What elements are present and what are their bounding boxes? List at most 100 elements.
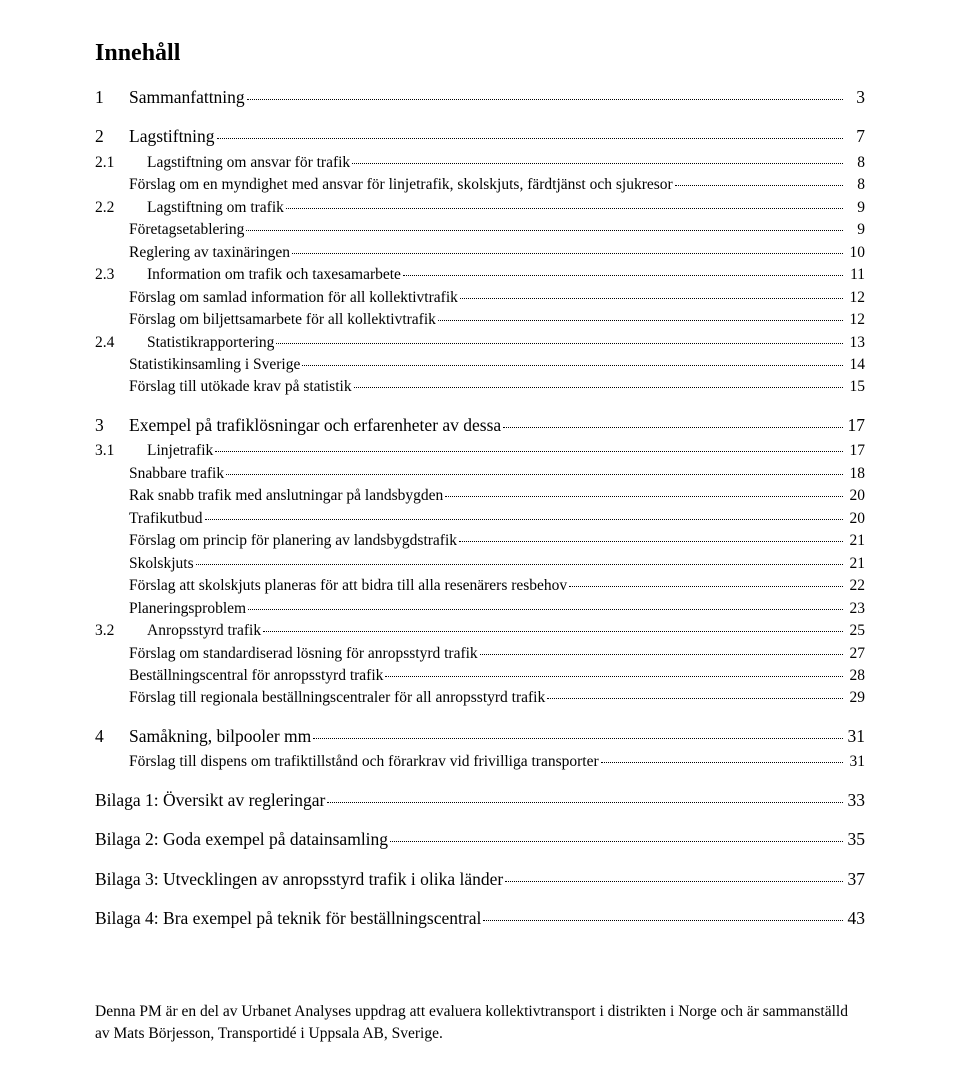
toc-entry-page: 15	[845, 376, 865, 398]
toc-leader	[483, 904, 843, 921]
toc-entry-label: Förslag till utökade krav på statistik	[129, 376, 352, 398]
toc-leader	[503, 411, 843, 428]
toc-entry-page: 20	[845, 508, 865, 530]
toc-leader	[327, 786, 843, 803]
toc-entry-number: 4	[95, 724, 129, 749]
toc-entry-label: Företagsetablering	[129, 219, 244, 241]
toc-list: 1Sammanfattning 3 2Lagstiftning 7 2.1Lagstif…	[95, 85, 865, 931]
toc-entry: Förslag till regionala beställningscentr…	[95, 687, 865, 709]
toc-entry: Förslag till dispens om trafiktillstånd …	[95, 751, 865, 773]
toc-leader	[569, 572, 843, 587]
toc-entry-page: 11	[845, 264, 865, 286]
toc-entry-page: 25	[845, 620, 865, 642]
toc-entry-label: Bilaga 2: Goda exempel på datainsamling	[95, 827, 388, 852]
toc-entry-page: 8	[845, 152, 865, 174]
footnote-text: Denna PM är en del av Urbanet Analyses u…	[95, 1001, 865, 1044]
toc-leader	[459, 527, 843, 542]
toc-entry-label: Förslag om samlad information för all ko…	[129, 287, 458, 309]
toc-entry-page: 13	[845, 332, 865, 354]
toc-entry: Bilaga 4: Bra exempel på teknik för best…	[95, 906, 865, 931]
toc-entry-label: Sammanfattning	[129, 85, 245, 110]
toc-entry-label: Bilaga 3: Utvecklingen av anropsstyrd tr…	[95, 867, 503, 892]
toc-leader	[215, 437, 843, 452]
toc-leader	[196, 550, 843, 565]
toc-entry-label: Trafikutbud	[129, 508, 203, 530]
toc-title: Innehåll	[95, 40, 865, 67]
toc-entry-label: Samåkning, bilpooler mm	[129, 724, 311, 749]
toc-entry-page: 21	[845, 553, 865, 575]
toc-entry-page: 37	[845, 867, 865, 892]
toc-leader	[438, 306, 843, 321]
toc-entry: 1Sammanfattning 3	[95, 85, 865, 110]
toc-entry-page: 17	[845, 413, 865, 438]
toc-entry-page: 8	[845, 174, 865, 196]
toc-leader	[217, 123, 843, 140]
toc-leader	[547, 685, 843, 700]
toc-entry: 4Samåkning, bilpooler mm 31	[95, 724, 865, 749]
toc-leader	[445, 482, 843, 497]
toc-leader	[390, 825, 843, 842]
toc-entry-page: 7	[845, 124, 865, 149]
toc-leader	[226, 460, 843, 475]
toc-entry-label: Förslag till regionala beställningscentr…	[129, 687, 545, 709]
toc-entry-label: Statistikrapportering	[147, 332, 274, 354]
toc-entry-label: Linjetrafik	[147, 440, 213, 462]
toc-leader	[313, 722, 843, 739]
toc-entry-page: 29	[845, 687, 865, 709]
toc-entry-page: 22	[845, 575, 865, 597]
toc-entry-page: 28	[845, 665, 865, 687]
toc-entry-label: Lagstiftning om ansvar för trafik	[147, 152, 350, 174]
toc-entry-label: Beställningscentral för anropsstyrd traf…	[129, 665, 383, 687]
toc-entry: Förslag till utökade krav på statistik 15	[95, 376, 865, 398]
toc-leader	[601, 748, 843, 763]
toc-leader	[385, 662, 843, 677]
toc-leader	[292, 239, 843, 254]
toc-leader	[276, 329, 843, 344]
toc-entry-label: Anropsstyrd trafik	[147, 620, 261, 642]
toc-entry-label: Bilaga 1: Översikt av regleringar	[95, 788, 325, 813]
toc-leader	[352, 149, 843, 164]
toc-entry-page: 31	[845, 724, 865, 749]
toc-entry-number: 2.3	[95, 264, 147, 286]
toc-entry-label: Planeringsproblem	[129, 598, 246, 620]
toc-entry-page: 18	[845, 463, 865, 485]
toc-entry-page: 9	[845, 197, 865, 219]
toc-entry-page: 14	[845, 354, 865, 376]
toc-entry-number: 2	[95, 124, 129, 149]
toc-entry-label: Bilaga 4: Bra exempel på teknik för best…	[95, 906, 481, 931]
toc-entry: Bilaga 2: Goda exempel på datainsamling 3…	[95, 827, 865, 852]
toc-entry: 3Exempel på trafiklösningar och erfarenh…	[95, 413, 865, 438]
toc-entry-page: 20	[845, 485, 865, 507]
toc-leader	[403, 261, 843, 276]
toc-entry-page: 9	[845, 219, 865, 241]
toc-entry-label: Lagstiftning	[129, 124, 215, 149]
toc-entry: Bilaga 1: Översikt av regleringar 33	[95, 788, 865, 813]
toc-leader	[248, 595, 843, 610]
toc-entry: Bilaga 3: Utvecklingen av anropsstyrd tr…	[95, 867, 865, 892]
toc-entry-label: Snabbare trafik	[129, 463, 224, 485]
toc-entry-page: 10	[845, 242, 865, 264]
toc-leader	[205, 505, 844, 520]
document-page: Innehåll 1Sammanfattning32Lagstiftning72…	[0, 0, 960, 1085]
toc-leader	[302, 351, 843, 366]
toc-entry-number: 3.2	[95, 620, 147, 642]
toc-leader	[247, 83, 843, 100]
toc-entry-label: Information om trafik och taxesamarbete	[147, 264, 401, 286]
toc-entry-number: 2.4	[95, 332, 147, 354]
toc-entry-number: 2.1	[95, 152, 147, 174]
toc-entry-label: Skolskjuts	[129, 553, 194, 575]
toc-entry-page: 12	[845, 287, 865, 309]
toc-entry-page: 17	[845, 440, 865, 462]
toc-entry: 2Lagstiftning 7	[95, 124, 865, 149]
toc-leader	[263, 617, 843, 632]
toc-leader	[675, 171, 843, 186]
toc-entry-page: 3	[845, 85, 865, 110]
toc-entry-page: 33	[845, 788, 865, 813]
toc-leader	[505, 865, 843, 882]
toc-entry-page: 35	[845, 827, 865, 852]
toc-entry-number: 1	[95, 85, 129, 110]
toc-leader	[460, 284, 843, 299]
toc-entry-page: 43	[845, 906, 865, 931]
toc-entry-number: 2.2	[95, 197, 147, 219]
toc-leader	[286, 194, 843, 209]
